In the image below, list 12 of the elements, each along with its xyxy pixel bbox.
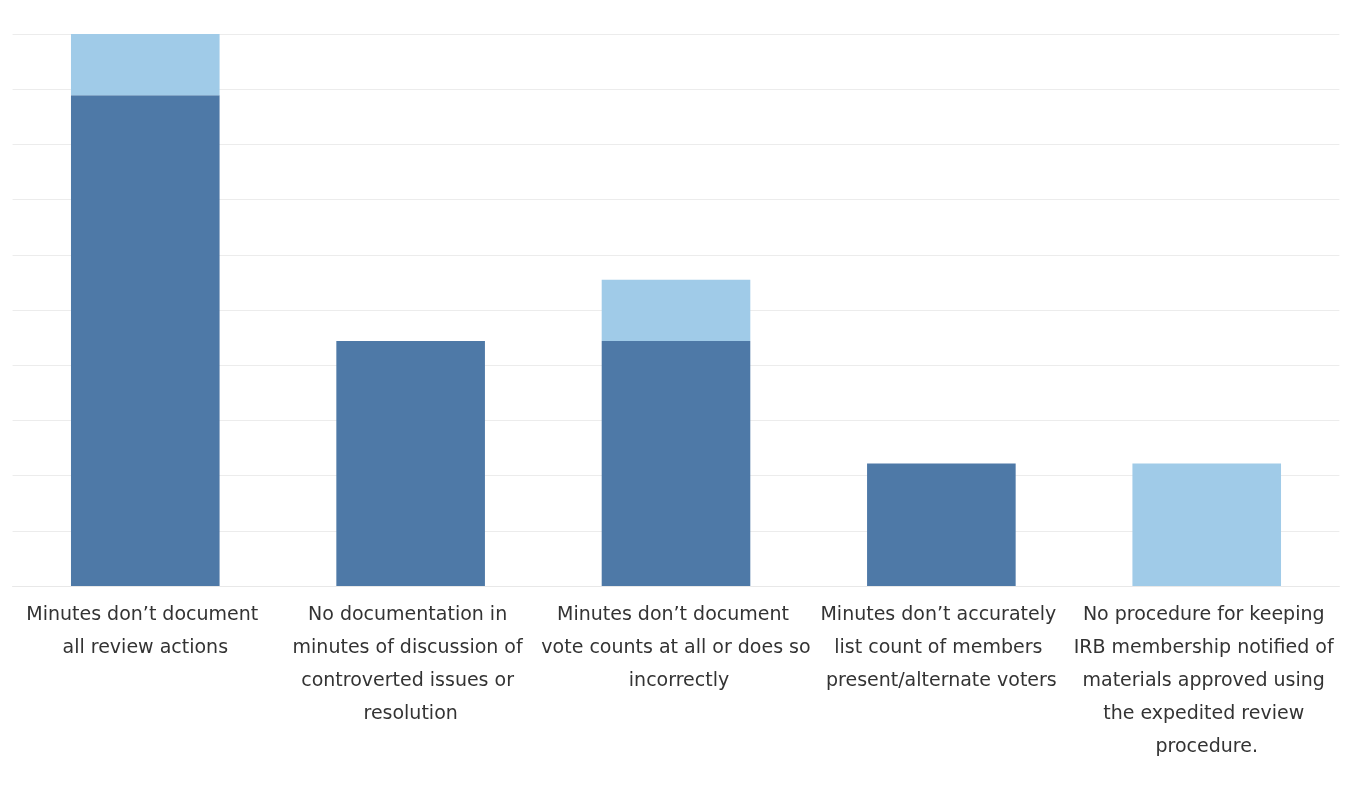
bar <box>601 340 751 586</box>
bar <box>70 95 220 586</box>
x-tick-label: Minutes don’t document all review actions <box>26 601 265 657</box>
bar <box>70 34 220 96</box>
x-tick-label: No documentation in minutes of discussion of controverted issues or resolution <box>292 601 529 723</box>
bar <box>1132 463 1282 586</box>
x-tick-label: Minutes don’t document vote counts at all or does so incorrectly <box>541 601 811 690</box>
bar <box>336 340 485 586</box>
bar <box>601 279 751 341</box>
x-tick-label: Minutes don’t accurately list count of members present/alternate voters <box>820 601 1063 690</box>
bar <box>867 463 1016 586</box>
x-tick-label: No procedure for keeping IRB membership notified of materials approved using the expedited review procedure. <box>1073 601 1340 756</box>
